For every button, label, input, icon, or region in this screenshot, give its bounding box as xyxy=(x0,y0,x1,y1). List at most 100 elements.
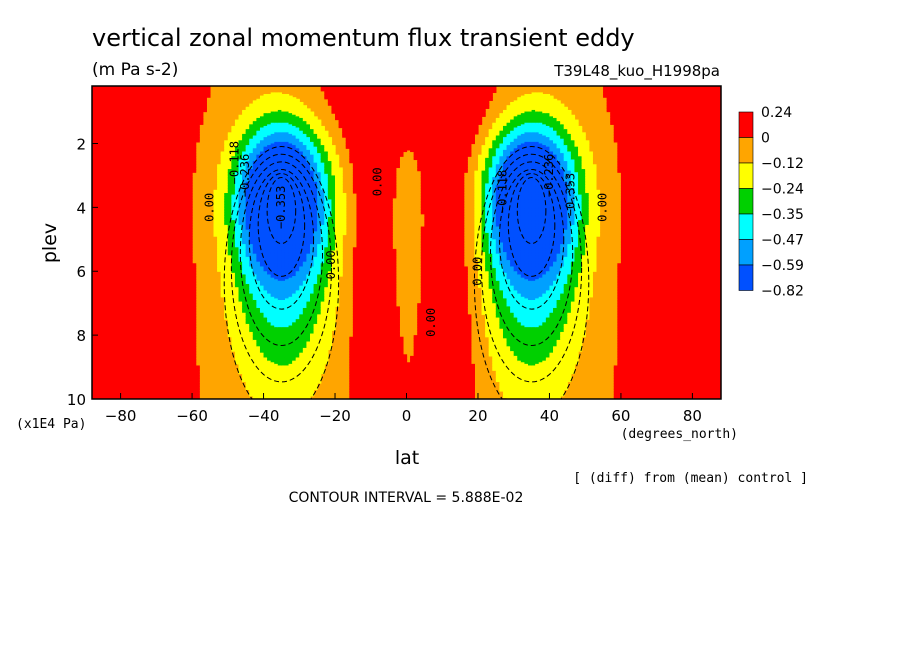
field-cell xyxy=(99,133,104,137)
field-cell xyxy=(124,295,129,298)
field-cell xyxy=(145,159,150,162)
field-cell xyxy=(145,177,150,180)
field-cell xyxy=(109,90,115,93)
field-cell xyxy=(120,138,125,141)
field-cell xyxy=(117,98,122,101)
field-cell xyxy=(113,391,118,394)
field-cell xyxy=(131,108,136,111)
field-cell xyxy=(117,247,122,250)
field-cell xyxy=(145,232,150,236)
field-cell xyxy=(142,266,147,269)
field-cell xyxy=(92,93,97,97)
field-cell xyxy=(149,368,154,371)
field-cell xyxy=(142,280,147,284)
field-cell xyxy=(109,132,115,135)
field-cell xyxy=(102,109,107,113)
field-cell xyxy=(106,216,111,220)
field-cell xyxy=(117,223,122,226)
field-cell xyxy=(117,303,122,306)
field-cell xyxy=(142,121,147,124)
field-cell xyxy=(138,129,143,132)
field-cell xyxy=(138,207,143,210)
field-cell xyxy=(99,151,104,154)
field-cell xyxy=(113,162,118,165)
field-cell xyxy=(134,394,140,397)
field-cell xyxy=(120,381,125,384)
field-cell xyxy=(131,200,136,204)
field-cell xyxy=(124,269,129,272)
field-cell xyxy=(102,108,107,111)
field-cell xyxy=(117,192,122,196)
field-cell xyxy=(127,220,132,223)
field-cell xyxy=(131,132,136,135)
field-cell xyxy=(149,320,154,323)
field-cell xyxy=(120,339,125,343)
field-cell xyxy=(99,97,104,100)
field-cell xyxy=(120,242,125,245)
field-cell xyxy=(149,331,154,335)
field-cell xyxy=(117,311,122,314)
field-cell xyxy=(127,183,132,186)
field-cell xyxy=(145,328,150,331)
field-cell xyxy=(117,306,122,309)
field-cell xyxy=(99,320,104,323)
field-cell xyxy=(92,343,97,346)
field-cell xyxy=(134,351,140,354)
field-cell xyxy=(106,280,111,284)
field-cell xyxy=(124,311,129,314)
field-cell xyxy=(145,228,150,231)
field-cell xyxy=(131,125,136,129)
field-cell xyxy=(138,274,143,277)
field-cell xyxy=(127,250,132,253)
field-cell xyxy=(131,121,136,124)
field-cell xyxy=(138,322,143,325)
field-cell xyxy=(109,384,115,387)
field-cell xyxy=(134,185,140,188)
field-cell xyxy=(117,164,122,167)
field-cell xyxy=(124,260,129,263)
field-cell xyxy=(102,132,107,135)
field-cell xyxy=(131,117,136,121)
field-cell xyxy=(149,392,154,395)
field-cell xyxy=(142,105,147,108)
field-cell xyxy=(134,344,140,347)
field-cell xyxy=(127,180,132,183)
field-cell xyxy=(145,240,150,244)
field-cell xyxy=(92,119,97,122)
field-cell xyxy=(95,101,100,105)
field-cell xyxy=(117,381,122,384)
field-cell xyxy=(145,264,150,268)
field-cell xyxy=(113,290,118,293)
field-cell xyxy=(120,301,125,304)
field-cell xyxy=(145,116,150,119)
field-cell xyxy=(113,271,118,274)
field-cell xyxy=(95,161,100,164)
field-cell xyxy=(117,106,122,109)
field-cell xyxy=(95,109,100,113)
field-cell xyxy=(113,379,118,383)
field-cell xyxy=(145,161,150,164)
field-cell xyxy=(149,169,154,172)
field-cell xyxy=(134,130,140,133)
field-cell xyxy=(102,264,107,268)
field-cell xyxy=(131,86,136,89)
field-cell xyxy=(117,373,122,376)
field-cell xyxy=(134,117,140,121)
field-cell xyxy=(131,298,136,301)
field-cell xyxy=(117,173,122,177)
field-cell xyxy=(145,288,150,292)
field-cell xyxy=(117,165,122,169)
field-cell xyxy=(113,200,118,204)
field-cell xyxy=(99,255,104,258)
field-cell xyxy=(131,351,136,354)
field-cell xyxy=(145,103,150,106)
field-cell xyxy=(120,100,125,103)
field-cell xyxy=(92,86,97,89)
field-cell xyxy=(127,127,132,130)
field-cell xyxy=(127,122,132,125)
field-cell xyxy=(113,114,118,117)
field-cell xyxy=(149,347,154,351)
field-cell xyxy=(131,141,136,145)
field-cell xyxy=(145,296,150,299)
field-cell xyxy=(109,266,115,269)
